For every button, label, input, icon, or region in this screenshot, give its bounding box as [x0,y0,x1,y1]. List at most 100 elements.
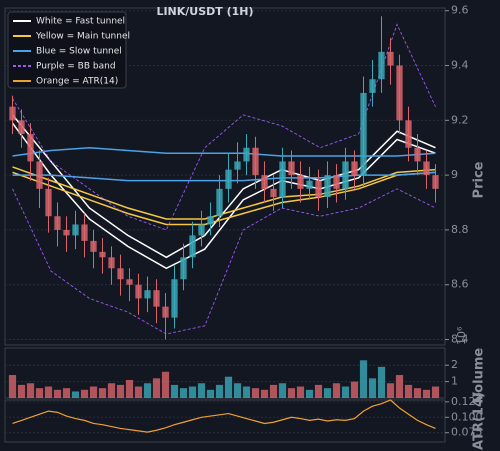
y-tick-label: 8.4 [451,333,469,346]
legend-label: Purple = BB band [36,62,116,72]
volume-bar [422,389,431,398]
legend-label: Yellow = Main tunnel [35,32,130,42]
candle-body [396,65,403,121]
y-axis-label: Volume [472,348,487,403]
y-tick-label: 9.2 [451,113,469,126]
atr-line [12,399,436,433]
volume-bar [359,360,368,398]
candle-body [198,224,205,236]
y-tick-label: 0.075 [451,426,483,439]
candle-body [243,147,250,162]
plot-area: 8.4 8.6 8.8 9 9.2 9.4 9.6 1 2 0.075 0.100 0.125 [5,4,483,439]
candle-body [81,224,88,241]
candle-body [126,279,133,285]
candle-body [261,175,268,189]
volume-bar [377,366,386,398]
volume-bar [17,384,26,398]
volume-bar [116,384,125,398]
candle-body [189,235,196,258]
volume-bar [98,388,107,398]
volume-bar [251,388,260,398]
candle-body [315,180,322,198]
volume-bar [368,378,377,398]
y-axis-label: Price [472,161,487,198]
candle-body [9,106,16,121]
candle-body [387,51,394,66]
volume-bar [107,383,116,398]
candle-body [45,188,52,217]
candle-body [54,216,61,230]
volume-bar [395,375,404,398]
volume-bar [350,381,359,398]
candle-body [288,161,295,176]
candle-body [252,147,259,176]
candle-body [297,175,304,189]
candle-body [180,257,187,280]
price-panel [4,7,446,346]
candle-body [18,120,25,135]
volume-bar [197,383,206,398]
y-tick-label: 0.125 [451,395,483,408]
legend-box [7,11,127,89]
volume-bar [35,388,44,398]
volume-bar [206,389,215,398]
candle-body [171,279,178,318]
candle-body [63,229,70,236]
y-tick-label: 9 [451,168,458,181]
volume-bar [134,386,143,398]
y-tick-label: 2 [451,358,458,371]
overlay-line [12,188,436,335]
volume-bar [215,384,224,398]
candle-body [36,161,43,189]
volume-bar [404,384,413,398]
candle-body [135,284,142,299]
volume-bar [296,386,305,398]
y-tick-label: 9.4 [451,59,469,72]
legend: White = Fast tunnel Yellow = Main tunnel B… [7,11,130,89]
volume-bar [260,389,269,398]
volume-bar [242,386,251,398]
volume-bar [152,378,161,398]
candle-body [270,188,277,198]
candle-body [225,169,232,189]
candle-body [351,161,358,176]
volume-bar [188,386,197,398]
volume-bar [62,388,71,398]
candle-body [207,216,214,225]
overlay-line [12,171,436,226]
y-axis-label: ATR(14) [472,392,487,450]
y-tick-label: 8.6 [451,278,469,291]
volume-bar [8,375,17,398]
candle-body [432,175,439,189]
candle-body [90,240,97,252]
volume-bar [44,386,53,398]
volume-bar [314,384,323,398]
overlay-line [12,171,436,182]
volume-bar [332,383,341,398]
volume-bar [89,386,98,398]
volume-bar [161,371,170,398]
candle-body [72,224,79,236]
candle-body [414,147,421,162]
overlay-line [12,146,436,157]
y-tick-label: 1 [451,375,458,388]
candle-body [423,161,430,176]
candle-body [234,161,241,170]
candle-body [216,188,223,217]
candle-body [333,175,340,189]
candle-body [108,257,115,269]
candle-body [360,92,367,176]
legend-label: White = Fast tunnel [36,17,125,27]
volume-bar [323,388,332,398]
candle-body [153,290,160,307]
volume-bar [170,384,179,398]
y-tick-label: 8.8 [451,223,469,236]
candle-body [162,306,169,318]
chart-title: LINK/USDT (1H) [156,5,253,18]
volume-bar [179,388,188,398]
volume-bar [305,389,314,398]
legend-label: Orange = ATR(14) [36,77,118,87]
volume-bar [53,389,62,398]
volume-bar [80,389,89,398]
